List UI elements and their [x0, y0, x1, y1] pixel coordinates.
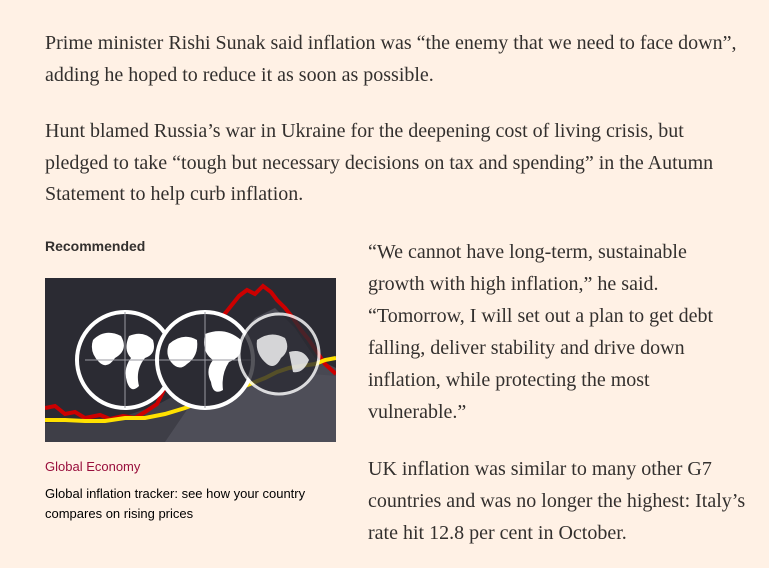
recommended-topic-link[interactable]: Global Economy	[45, 459, 141, 474]
article-paragraph: UK inflation was similar to many other G…	[368, 458, 746, 544]
article-paragraph: “We cannot have long-term, sustainable g…	[368, 241, 713, 423]
globe-icon	[155, 310, 255, 410]
recommended-thumbnail[interactable]	[44, 278, 338, 442]
article-paragraph: Prime minister Rishi Sunak said inflatio…	[45, 32, 737, 86]
recommended-article-link[interactable]: Global inflation tracker: see how your c…	[45, 486, 306, 521]
globe-icon	[237, 312, 321, 396]
recommended-heading: Recommended	[45, 238, 146, 254]
inflation-globes-illustration	[44, 278, 338, 442]
article-paragraph: Hunt blamed Russia’s war in Ukraine for …	[45, 120, 714, 205]
recommended-box: Recommended	[44, 236, 338, 524]
